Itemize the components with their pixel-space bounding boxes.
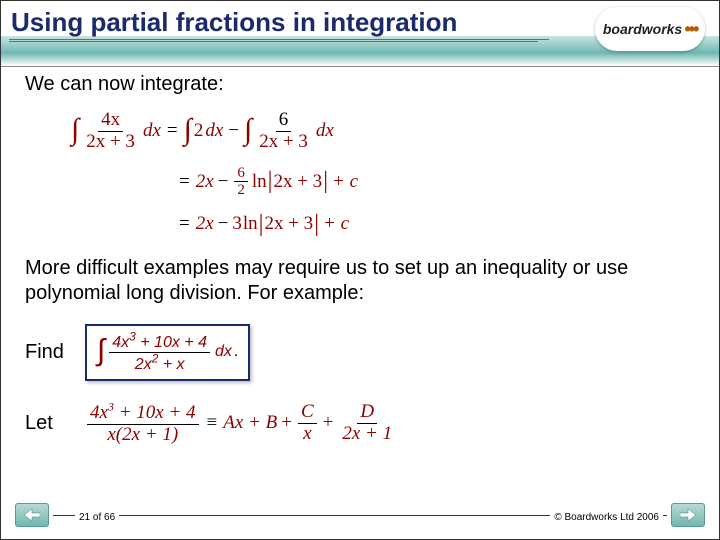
content-area: We can now integrate: ∫ 4x 2x + 3 dx = ∫… [25,73,695,446]
equation-1: ∫ 4x 2x + 3 dx = ∫ 2 dx − ∫ 6 2x + 3 dx [71,110,695,153]
logo-dots: ••• [684,19,697,40]
find-box: ∫ 4x3 + 10x + 4 2x2 + x dx . [85,324,250,381]
find-label: Find [25,341,71,364]
equation-2: = 2x − 6 2 ln | 2x + 3 | + c [173,165,695,199]
more-text: More difficult examples may require us t… [25,256,695,306]
page-number: 21 of 66 [75,512,119,523]
logo-text: boardworks [603,21,682,37]
slide: Using partial fractions in integration b… [0,0,720,540]
intro-text: We can now integrate: [25,73,695,96]
prev-button[interactable] [15,503,49,527]
integral-icon: ∫ [71,113,79,147]
integral-icon: ∫ [184,113,192,147]
footer: 21 of 66 © Boardworks Ltd 2006 [1,499,719,529]
copyright: © Boardworks Ltd 2006 [550,512,663,523]
logo: boardworks ••• [595,7,705,51]
arrow-right-icon [680,509,696,521]
equation-3: = 2x − 3 ln | 2x + 3 | + c [173,211,695,238]
integral-icon: ∫ [97,334,105,368]
header-bar: Using partial fractions in integration b… [1,1,719,67]
integral-icon: ∫ [244,113,252,147]
let-row: Let 4x3 + 10x + 4 x(2x + 1) ≡ Ax + B + C… [25,401,695,446]
let-label: Let [25,412,71,435]
arrow-left-icon [24,509,40,521]
find-row: Find ∫ 4x3 + 10x + 4 2x2 + x dx . [25,324,695,381]
math-block-1: ∫ 4x 2x + 3 dx = ∫ 2 dx − ∫ 6 2x + 3 dx [71,110,695,238]
title-underline [9,39,549,42]
next-button[interactable] [671,503,705,527]
slide-title: Using partial fractions in integration [11,7,457,38]
